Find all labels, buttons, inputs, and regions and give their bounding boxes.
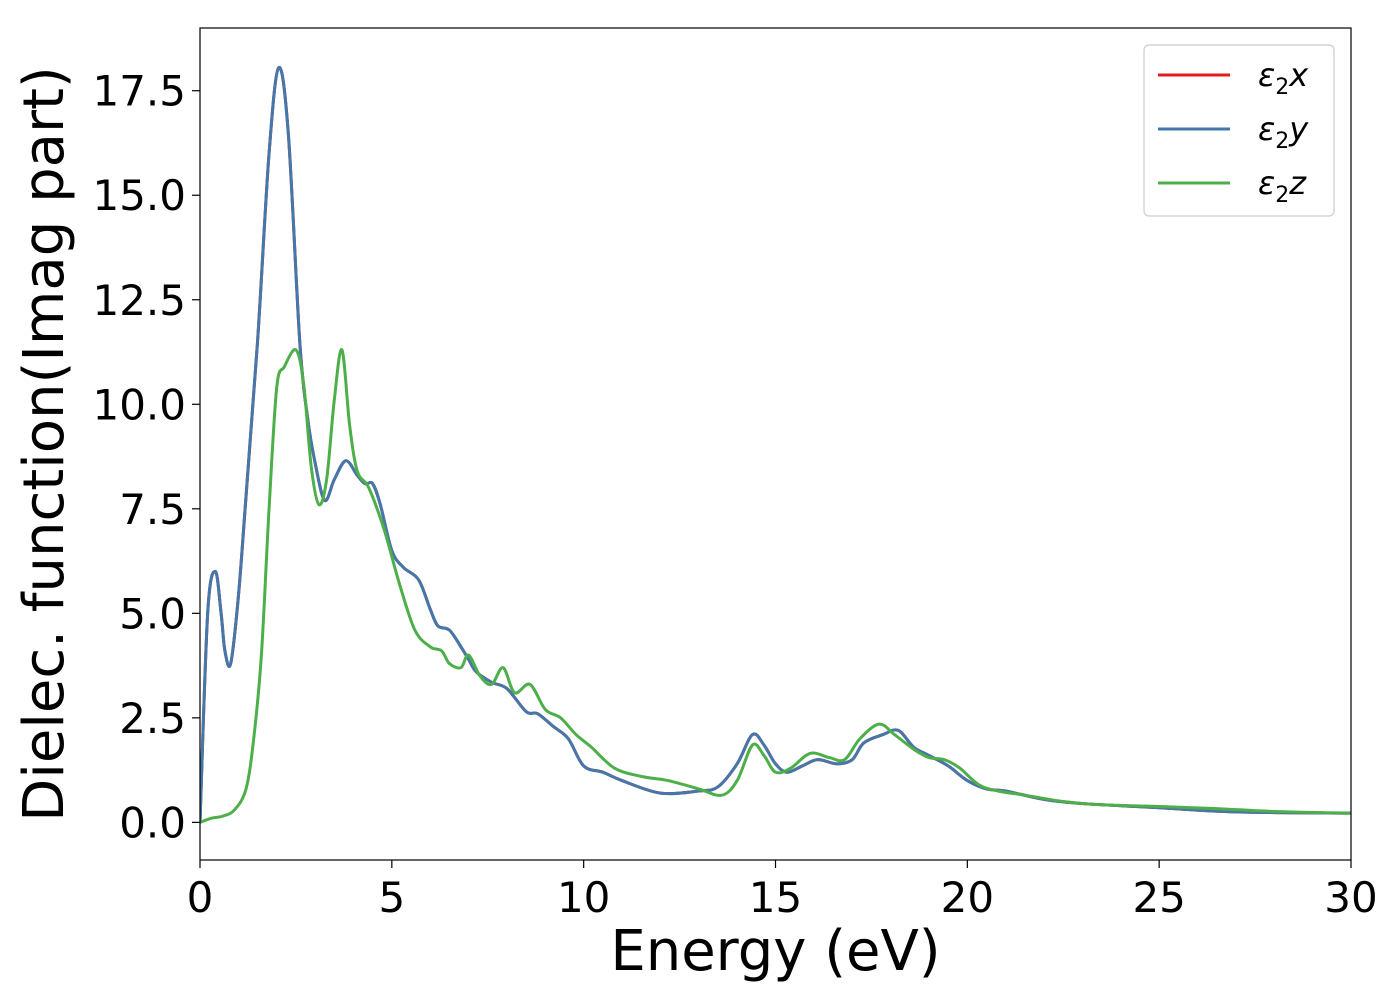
x-tick-label: 25 — [1132, 873, 1185, 922]
legend-label-base: ε — [1258, 56, 1275, 94]
x-axis-title: Energy (eV) — [610, 919, 940, 984]
y-axis: 0.0 2.5 5.0 7.5 10.0 12.5 15.0 17.5 — [92, 67, 200, 847]
y-tick-label: 10.0 — [92, 380, 186, 429]
y-tick-label: 5.0 — [119, 589, 186, 638]
series-line-y — [200, 66, 1351, 823]
legend-label-y: ε2y — [1258, 110, 1309, 154]
legend-label-tail: z — [1288, 164, 1307, 202]
y-tick-label: 12.5 — [92, 276, 186, 325]
y-tick-label: 7.5 — [119, 485, 186, 534]
x-tick-label: 20 — [941, 873, 994, 922]
legend-label-base: ε — [1258, 110, 1275, 148]
legend-label-tail: y — [1288, 110, 1309, 148]
y-tick-label: 0.0 — [119, 798, 186, 847]
x-tick-label: 15 — [749, 873, 802, 922]
series-line-z — [200, 348, 1351, 824]
legend-box — [1143, 44, 1335, 217]
y-tick-label: 2.5 — [119, 694, 186, 743]
x-axis: 0 5 10 15 20 25 30 — [187, 860, 1378, 922]
y-tick-label: 15.0 — [92, 171, 186, 220]
legend-label-z: ε2z — [1258, 164, 1307, 208]
legend-label-subscript: 2 — [1275, 183, 1289, 208]
plot-lines — [200, 66, 1351, 824]
x-tick-label: 5 — [378, 873, 405, 922]
x-tick-label: 10 — [557, 873, 610, 922]
legend-label-tail: x — [1288, 56, 1309, 94]
y-tick-label: 17.5 — [92, 67, 186, 116]
legend-label-base: ε — [1258, 164, 1275, 202]
legend-label-subscript: 2 — [1275, 75, 1289, 100]
legend-label-subscript: 2 — [1275, 129, 1289, 154]
x-tick-label: 30 — [1324, 873, 1377, 922]
y-axis-title: Dielec. function(Imag part) — [12, 66, 77, 822]
x-tick-label: 0 — [187, 873, 214, 922]
legend-label-x: ε2x — [1258, 56, 1309, 100]
